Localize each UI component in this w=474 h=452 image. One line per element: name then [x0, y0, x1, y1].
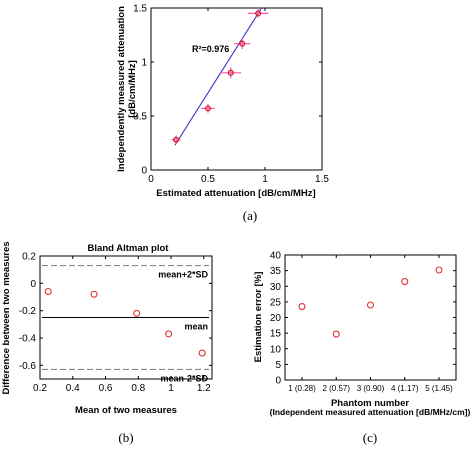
y-tick-label: 0 [30, 279, 36, 290]
x-tick-label: 0.5 [201, 174, 215, 185]
panel-b-y-axis-label: Difference between two measures [1, 241, 12, 394]
data-point [298, 303, 306, 311]
x-tick-label: 1 [262, 174, 268, 185]
y-tick-label: 15 [270, 329, 282, 340]
data-point [173, 136, 180, 143]
y-tick-label: 0.2 [22, 252, 36, 263]
x-tick-label: 1.2 [197, 383, 211, 394]
panel-b: Bland Altman plot 0.2 0.4 0.6 0.8 1 1.2 -0.6 -0… [1, 241, 213, 445]
panel-a-y-axis-label-line2: [dB/cm/MHz] [127, 60, 138, 118]
y-tick-label: -0.4 [19, 334, 37, 345]
fit-line [174, 7, 263, 146]
data-point [255, 10, 262, 17]
data-point [332, 330, 340, 338]
panel-c-x-axis-label-line1: Phantom number [331, 398, 409, 409]
y-tick-label: 0.5 [133, 112, 147, 123]
y-tick-label: 25 [270, 297, 282, 308]
x-category-label: 1 (0.28) [288, 384, 316, 393]
x-tick-label: 0.4 [66, 383, 80, 394]
data-point [90, 290, 98, 298]
panel-b-caption: (b) [118, 430, 133, 445]
y-tick-label: 1 [141, 58, 147, 69]
x-tick-label: 0.6 [99, 383, 113, 394]
x-category-label: 4 (1.17) [391, 384, 419, 393]
panel-a-x-axis-label: Estimated attenuation [dB/cm/MHz] [156, 188, 315, 199]
panel-b-axes-box [39, 255, 213, 380]
reference-line-label: mean-2*SD [160, 373, 208, 383]
y-tick-label: -0.2 [19, 306, 37, 317]
x-tick-label: 0 [148, 174, 154, 185]
panel-a-y-axis-label-line1: Independently measured attenuation [116, 6, 127, 172]
panel-c-y-axis-label: Estimation error [%] [253, 272, 264, 363]
x-category-label: 3 (0.90) [357, 384, 385, 393]
data-point [401, 278, 409, 286]
panel-a-caption: (a) [243, 208, 257, 223]
data-point [227, 69, 234, 76]
panel-b-title: Bland Altman plot [88, 243, 170, 254]
data-point [133, 309, 141, 317]
y-tick-label: 35 [270, 266, 282, 277]
y-tick-label: 0 [141, 166, 147, 177]
y-tick-label: 10 [270, 344, 282, 355]
reference-line-label: mean+2*SD [158, 270, 208, 280]
x-tick-label: 1.5 [315, 174, 329, 185]
x-tick-label: 0.8 [131, 383, 145, 394]
y-tick-label: 30 [270, 282, 282, 293]
y-tick-label: 0 [275, 376, 281, 387]
panel-c: 1 (0.28) 2 (0.57) 3 (0.90) 4 (1.17) 5 (1.45)… [253, 251, 471, 446]
panel-a-axes-box [150, 7, 323, 171]
y-tick-label: -0.6 [19, 361, 37, 372]
r-squared-annotation: R²=0.976 [192, 44, 229, 54]
data-point [366, 301, 375, 309]
y-tick-label: 5 [275, 360, 281, 371]
x-category-label: 5 (1.45) [425, 384, 453, 393]
data-point [205, 105, 212, 112]
x-tick-label: 0.2 [33, 383, 47, 394]
data-point [435, 266, 443, 274]
panel-b-x-axis-label: Mean of two measures [75, 405, 177, 416]
data-point [44, 287, 52, 296]
panel-c-caption: (c) [363, 430, 377, 445]
data-point [198, 349, 206, 357]
x-tick-label: 1 [168, 383, 174, 394]
reference-line-label: mean [184, 322, 208, 332]
y-tick-label: 20 [270, 313, 282, 324]
x-category-label: 2 (0.57) [322, 384, 350, 393]
panel-c-axes-box [284, 254, 457, 381]
data-point [239, 40, 246, 47]
y-tick-label: 40 [270, 251, 282, 262]
panel-c-x-axis-label-line2: (Independent measured attenuation [dB/MH… [270, 407, 471, 417]
panel-a: 0 0.5 1 1.5 0 0.5 1 1.5 R²=0.976 Estimated atte… [116, 4, 329, 224]
y-tick-label: 1.5 [133, 4, 147, 15]
data-point [165, 330, 173, 338]
